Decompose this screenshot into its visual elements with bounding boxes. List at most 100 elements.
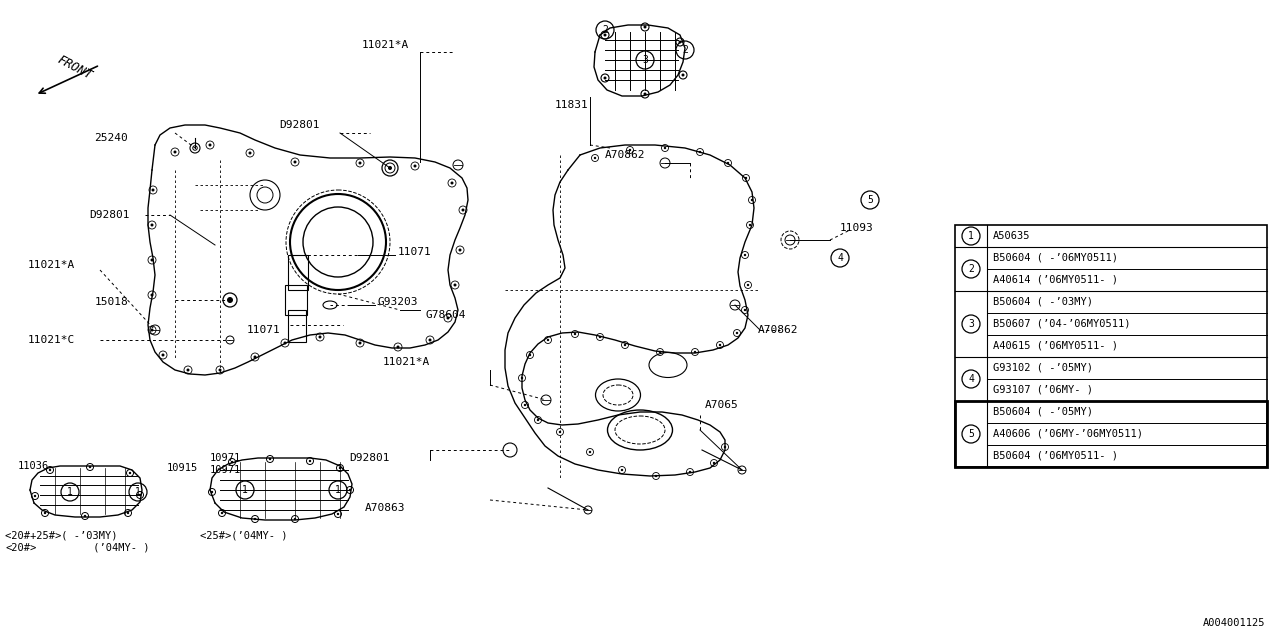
Circle shape bbox=[219, 369, 221, 371]
Circle shape bbox=[293, 161, 297, 163]
Circle shape bbox=[358, 342, 361, 344]
Circle shape bbox=[599, 336, 602, 338]
Circle shape bbox=[547, 339, 549, 341]
Circle shape bbox=[744, 254, 746, 256]
Circle shape bbox=[664, 147, 666, 149]
Text: <20#+25#>( -’03MY): <20#+25#>( -’03MY) bbox=[5, 530, 118, 540]
Text: 11071: 11071 bbox=[246, 325, 280, 335]
Circle shape bbox=[248, 152, 251, 154]
Circle shape bbox=[253, 518, 256, 520]
Text: 10971: 10971 bbox=[210, 453, 241, 463]
Text: 15018: 15018 bbox=[95, 297, 128, 307]
Circle shape bbox=[83, 515, 86, 517]
Text: 11021*A: 11021*A bbox=[383, 357, 430, 367]
Circle shape bbox=[337, 513, 339, 515]
Text: 11831: 11831 bbox=[556, 100, 589, 110]
Text: (’04MY- ): (’04MY- ) bbox=[61, 543, 150, 553]
Text: 4: 4 bbox=[968, 374, 974, 384]
Circle shape bbox=[447, 317, 449, 319]
Text: A7065: A7065 bbox=[705, 400, 739, 410]
Text: B50604 ( -’06MY0511): B50604 ( -’06MY0511) bbox=[993, 253, 1117, 263]
Circle shape bbox=[339, 467, 342, 469]
Text: 11036: 11036 bbox=[18, 461, 49, 471]
Circle shape bbox=[44, 512, 46, 514]
Text: FRONT: FRONT bbox=[55, 54, 95, 83]
Text: B50604 ( -’05MY): B50604 ( -’05MY) bbox=[993, 407, 1093, 417]
Circle shape bbox=[358, 161, 361, 164]
Circle shape bbox=[749, 224, 751, 226]
Circle shape bbox=[151, 294, 154, 296]
Bar bbox=[288, 310, 306, 342]
Circle shape bbox=[594, 157, 596, 159]
Circle shape bbox=[253, 355, 256, 358]
Circle shape bbox=[319, 335, 321, 339]
Circle shape bbox=[227, 297, 233, 303]
Circle shape bbox=[521, 377, 524, 379]
Text: 2: 2 bbox=[602, 25, 608, 35]
Circle shape bbox=[294, 518, 296, 520]
Text: 11021*C: 11021*C bbox=[28, 335, 76, 345]
Circle shape bbox=[681, 74, 685, 77]
Text: 1: 1 bbox=[335, 485, 340, 495]
Text: 3: 3 bbox=[643, 55, 648, 65]
Circle shape bbox=[88, 466, 91, 468]
Text: 11021*A: 11021*A bbox=[28, 260, 76, 270]
Circle shape bbox=[388, 166, 392, 170]
Text: G78604: G78604 bbox=[425, 310, 466, 320]
Text: 10915: 10915 bbox=[166, 463, 198, 473]
Circle shape bbox=[628, 148, 631, 151]
Circle shape bbox=[161, 353, 165, 356]
Circle shape bbox=[524, 404, 526, 406]
Circle shape bbox=[413, 164, 416, 168]
Text: 11021*A: 11021*A bbox=[361, 40, 408, 50]
Circle shape bbox=[209, 143, 211, 147]
Circle shape bbox=[429, 339, 431, 342]
Text: A004001125: A004001125 bbox=[1202, 618, 1265, 628]
Circle shape bbox=[174, 150, 177, 154]
Circle shape bbox=[655, 475, 657, 477]
Circle shape bbox=[308, 460, 311, 462]
Text: <20#>: <20#> bbox=[5, 543, 36, 553]
Text: 25240: 25240 bbox=[95, 133, 128, 143]
Text: 4: 4 bbox=[837, 253, 844, 263]
Circle shape bbox=[723, 446, 726, 448]
Circle shape bbox=[348, 489, 351, 492]
Circle shape bbox=[603, 77, 607, 79]
Text: 1: 1 bbox=[136, 487, 141, 497]
Text: B50607 (’04-’06MY0511): B50607 (’04-’06MY0511) bbox=[993, 319, 1130, 329]
Circle shape bbox=[129, 472, 131, 474]
Circle shape bbox=[644, 93, 646, 95]
Bar bbox=[955, 401, 1267, 467]
Circle shape bbox=[719, 344, 721, 346]
Circle shape bbox=[621, 468, 623, 471]
Text: A70862: A70862 bbox=[604, 150, 645, 160]
Text: G93107 (’06MY- ): G93107 (’06MY- ) bbox=[993, 385, 1093, 395]
Text: D92801: D92801 bbox=[279, 120, 320, 130]
Circle shape bbox=[127, 512, 129, 514]
Circle shape bbox=[745, 177, 748, 179]
Circle shape bbox=[138, 494, 141, 496]
Bar bbox=[955, 225, 1267, 467]
Text: 2: 2 bbox=[968, 264, 974, 274]
Text: 1: 1 bbox=[67, 487, 73, 497]
Circle shape bbox=[458, 248, 462, 252]
Circle shape bbox=[453, 284, 457, 287]
Text: <25#>(’04MY- ): <25#>(’04MY- ) bbox=[200, 530, 288, 540]
Circle shape bbox=[536, 419, 539, 421]
Circle shape bbox=[151, 189, 155, 191]
Circle shape bbox=[746, 284, 749, 286]
Text: 1: 1 bbox=[242, 485, 248, 495]
Bar bbox=[288, 255, 308, 290]
Text: A50635: A50635 bbox=[993, 231, 1030, 241]
Circle shape bbox=[644, 26, 646, 29]
Circle shape bbox=[151, 223, 154, 227]
Circle shape bbox=[187, 369, 189, 371]
Text: 11093: 11093 bbox=[840, 223, 874, 233]
Circle shape bbox=[678, 40, 681, 44]
Text: 11071: 11071 bbox=[398, 247, 431, 257]
Text: 5: 5 bbox=[968, 429, 974, 439]
Text: 10971: 10971 bbox=[210, 465, 241, 475]
Circle shape bbox=[699, 151, 701, 153]
Circle shape bbox=[529, 354, 531, 356]
Circle shape bbox=[151, 328, 154, 332]
